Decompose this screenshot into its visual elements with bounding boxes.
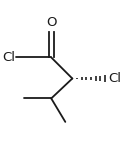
Text: Cl: Cl <box>109 72 122 85</box>
Text: Cl: Cl <box>2 51 15 64</box>
Text: O: O <box>46 16 57 29</box>
